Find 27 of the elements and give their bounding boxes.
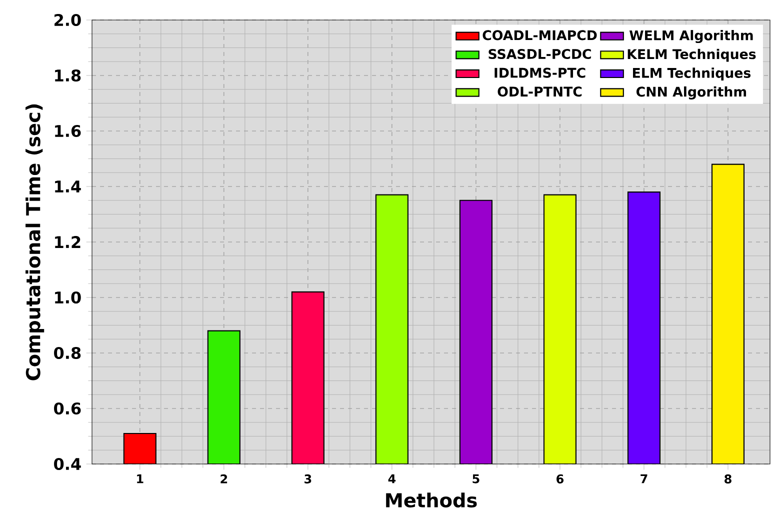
legend-label: KELM Techniques <box>628 48 756 62</box>
legend-label: ELM Techniques <box>633 68 751 81</box>
x-tick-label: 7 <box>640 474 648 484</box>
legend-label: SSASDL-PCDC <box>488 48 591 60</box>
x-tick-label: 2 <box>220 474 228 484</box>
legend-label: IDLDMS-PTC <box>494 68 586 78</box>
y-tick-label: 0.4 <box>54 458 81 470</box>
legend-label: WELM Algorithm <box>629 30 753 44</box>
x-tick-label: 6 <box>556 474 564 484</box>
y-tick-label: 0.8 <box>54 346 81 360</box>
x-tick-label: 4 <box>388 474 396 484</box>
y-tick-label: 1.4 <box>55 180 81 192</box>
x-axis-title: Methods <box>386 492 477 508</box>
y-axis-title: Computational Time (sec) <box>26 104 44 380</box>
legend-label: ODL-PTNTC <box>498 86 582 97</box>
y-tick-label: 1.0 <box>55 291 81 304</box>
legend-label: CNN Algorithm <box>636 86 746 100</box>
y-tick-label: 0.6 <box>54 402 81 415</box>
y-tick-label: 2.0 <box>54 14 81 26</box>
x-tick-label: 1 <box>137 474 144 484</box>
y-tick-label: 1.6 <box>55 124 81 138</box>
x-tick-label: 8 <box>724 474 732 484</box>
y-tick-label: 1.2 <box>55 236 80 248</box>
x-tick-label: 5 <box>472 474 480 484</box>
x-tick-label: 3 <box>304 474 312 484</box>
y-tick-label: 1.8 <box>55 69 81 82</box>
legend-label: COADL-MIAPCD <box>482 30 597 40</box>
